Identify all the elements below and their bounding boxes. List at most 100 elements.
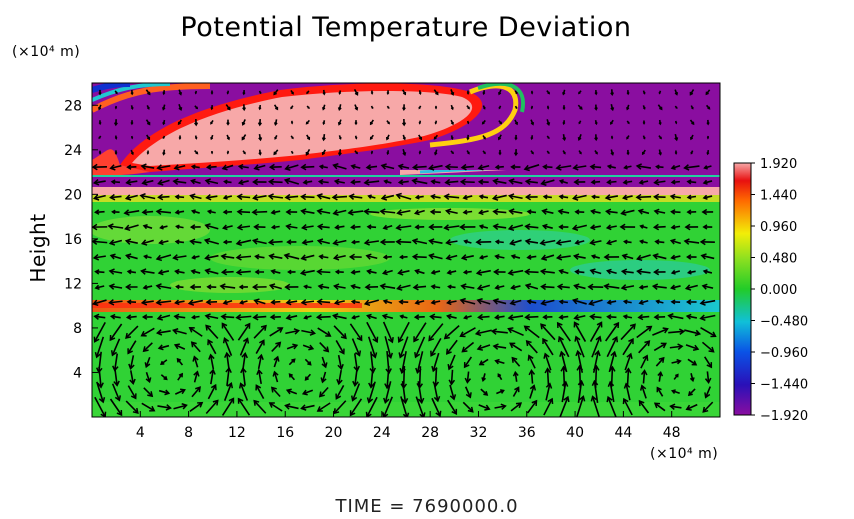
wind-arrow-head [556,321,563,328]
colorbar-label: 0.480 [760,252,797,267]
wind-arrow-head [365,253,372,260]
wind-arrow-head [445,254,452,261]
wind-arrow-head [691,106,694,110]
wind-arrow-head [498,91,502,96]
wind-arrow-head [155,299,162,306]
wind-arrow [590,269,602,275]
wind-arrow [109,270,123,274]
wind-arrow [367,314,377,320]
wind-arrow [189,402,203,412]
wind-arrow-head [156,164,163,171]
wind-arrow [560,351,568,373]
wind-arrow-head [444,208,452,215]
wind-arrow-head [253,164,260,171]
wind-arrow [366,254,378,260]
wind-arrow-head [500,389,505,394]
wind-arrow [109,285,123,289]
wind-arrow-head [613,321,620,329]
wind-arrow-head [606,268,612,275]
wind-arrow [623,195,633,199]
wind-arrow-head [507,327,514,334]
y-axis-ticks: 4 8 12 16 20 24 28 [64,98,98,381]
wind-arrow-head [316,238,324,245]
wind-arrow-head [380,194,388,201]
wind-arrow-head [164,389,171,396]
wind-arrow-head [132,407,139,414]
wind-arrow-head [147,91,151,96]
wind-arrow-head [462,269,468,275]
wind-arrow-head [492,298,499,305]
wind-arrow [508,315,524,319]
wind-arrow-head [446,269,452,275]
wind-arrow-head [523,164,530,172]
wind-arrow-head [155,283,162,290]
wind-arrow [461,285,475,289]
wind-arrow-head [97,382,104,389]
wind-arrow-head [556,283,564,291]
wind-arrow-head [603,253,610,261]
wind-arrow-head [621,253,628,260]
wind-arrow-head [530,91,534,95]
wind-arrow [158,179,170,185]
wind-arrow [606,210,618,214]
wind-arrow-head [572,194,579,201]
wind-arrow [444,195,460,199]
wind-arrow-head [354,122,358,126]
wind-arrow [524,325,540,339]
wind-arrow [364,180,380,184]
wind-arrow-head [300,193,307,201]
wind-arrow [621,209,635,215]
wind-arrow-head [606,164,612,170]
wind-arrow-head [178,151,182,155]
wind-arrow-head [226,91,230,95]
wind-arrow [428,323,444,341]
wind-arrow-head [626,106,630,111]
wind-arrow-head [430,269,436,275]
wind-arrow [575,270,585,274]
wind-arrow [143,387,153,397]
wind-arrow-head [467,151,470,155]
wind-arrow-head [605,224,612,231]
wind-arrow [401,380,407,404]
wind-arrow-head [578,121,581,125]
wind-arrow [556,165,572,169]
wind-arrow [95,270,105,274]
wind-arrow-head [477,164,484,171]
wind-arrow-head [285,223,292,230]
wind-arrow [205,224,219,230]
wind-arrow-head [418,151,422,155]
wind-arrow-head [511,356,518,363]
wind-arrow-head [273,151,277,156]
wind-arrow [270,284,282,290]
wind-arrow [332,195,348,199]
wind-arrow [95,285,105,289]
wind-arrow [431,180,441,184]
wind-arrow-head [411,238,419,245]
wind-arrow-head [444,178,451,186]
wind-arrow-head [414,299,420,305]
wind-arrow-head [590,208,596,215]
wind-arrow-head [606,314,612,320]
wind-arrow-head [237,163,244,170]
wind-arrow [573,165,587,169]
wind-arrow-head [179,388,186,395]
wind-arrow-head [189,224,196,230]
wind-arrow [652,328,668,336]
wind-arrow [237,398,251,416]
wind-arrow [205,269,219,275]
wind-arrow-head [708,346,715,353]
wind-arrow-head [428,238,435,245]
wind-arrow-head [174,299,180,306]
wind-arrow [157,314,171,320]
wind-arrow-head [459,223,466,231]
wind-arrow-head [622,179,628,185]
wind-arrow [574,284,586,290]
wind-arrow-head [412,283,419,291]
wind-arrow [319,255,329,259]
wind-arrow-head [130,151,134,156]
wind-arrow [366,321,378,343]
wind-arrow-head [188,326,195,333]
wind-arrow [94,321,106,343]
wind-arrow [671,285,681,289]
wind-arrow-head [126,299,132,305]
